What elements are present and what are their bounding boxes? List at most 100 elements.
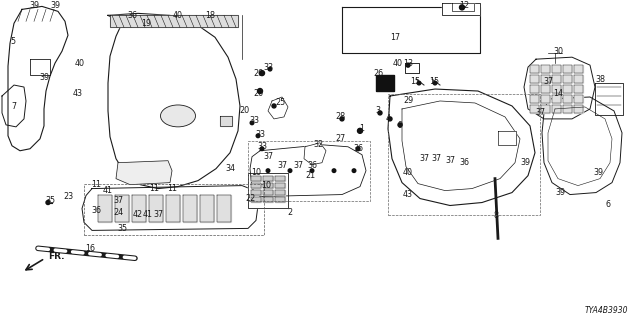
Polygon shape — [498, 131, 516, 145]
Polygon shape — [541, 85, 550, 93]
Polygon shape — [552, 65, 561, 73]
Text: 12: 12 — [459, 1, 469, 10]
Text: 35: 35 — [45, 196, 55, 205]
Text: 37: 37 — [445, 156, 455, 165]
Circle shape — [250, 121, 254, 125]
Text: 16: 16 — [85, 244, 95, 253]
Polygon shape — [116, 161, 172, 185]
Polygon shape — [263, 183, 273, 188]
Text: 4: 4 — [385, 114, 390, 124]
Bar — [388, 94, 540, 215]
Polygon shape — [217, 195, 231, 222]
Circle shape — [288, 169, 292, 172]
Polygon shape — [82, 186, 258, 230]
Polygon shape — [376, 75, 394, 91]
Text: 20: 20 — [253, 89, 263, 98]
Text: 39: 39 — [593, 168, 603, 177]
Polygon shape — [166, 195, 180, 222]
Text: 15: 15 — [410, 76, 420, 85]
Text: 5: 5 — [10, 37, 15, 46]
Text: 39: 39 — [555, 188, 565, 197]
Text: 37: 37 — [535, 108, 545, 117]
Circle shape — [460, 5, 465, 10]
Text: 40: 40 — [173, 11, 183, 20]
Text: 19: 19 — [141, 19, 151, 28]
Polygon shape — [530, 65, 539, 73]
Circle shape — [398, 123, 402, 127]
Polygon shape — [574, 75, 583, 83]
Polygon shape — [275, 176, 285, 180]
Polygon shape — [263, 189, 273, 195]
Text: 18: 18 — [205, 11, 215, 20]
Text: 36: 36 — [127, 11, 137, 20]
Text: 38: 38 — [595, 75, 605, 84]
Polygon shape — [115, 195, 129, 222]
Polygon shape — [541, 105, 550, 113]
Polygon shape — [563, 95, 572, 103]
Text: 41: 41 — [103, 186, 113, 195]
Circle shape — [256, 134, 260, 138]
Circle shape — [388, 117, 392, 121]
Polygon shape — [8, 6, 68, 151]
Text: 17: 17 — [390, 33, 400, 42]
Text: 42: 42 — [133, 210, 143, 219]
Polygon shape — [304, 143, 326, 165]
Text: 40: 40 — [75, 59, 85, 68]
Polygon shape — [132, 195, 146, 222]
Polygon shape — [98, 195, 112, 222]
Polygon shape — [530, 75, 539, 83]
Polygon shape — [530, 95, 539, 103]
Text: 13: 13 — [403, 59, 413, 68]
Text: 37: 37 — [293, 161, 303, 170]
Polygon shape — [108, 13, 240, 188]
Circle shape — [417, 81, 421, 85]
Circle shape — [356, 147, 360, 151]
Text: 8: 8 — [493, 211, 499, 220]
Text: 3: 3 — [376, 107, 381, 116]
Circle shape — [433, 81, 437, 85]
Text: 37: 37 — [153, 210, 163, 219]
Polygon shape — [275, 183, 285, 188]
Polygon shape — [263, 176, 273, 180]
Text: 21: 21 — [305, 171, 315, 180]
Polygon shape — [541, 95, 550, 103]
Text: 25: 25 — [275, 99, 285, 108]
Polygon shape — [595, 83, 623, 115]
Text: 33: 33 — [263, 63, 273, 72]
Polygon shape — [251, 183, 261, 188]
Polygon shape — [552, 75, 561, 83]
Circle shape — [378, 111, 382, 115]
Text: 36: 36 — [353, 144, 363, 153]
Text: 37: 37 — [277, 161, 287, 170]
Polygon shape — [574, 105, 583, 113]
Polygon shape — [574, 65, 583, 73]
Polygon shape — [251, 176, 261, 180]
Polygon shape — [200, 195, 214, 222]
Circle shape — [352, 169, 356, 172]
Circle shape — [310, 169, 314, 172]
Text: 28: 28 — [335, 112, 345, 121]
Text: 34: 34 — [225, 164, 235, 173]
Text: 39: 39 — [29, 1, 39, 10]
Text: 10: 10 — [261, 181, 271, 190]
Polygon shape — [552, 105, 561, 113]
Text: 35: 35 — [117, 224, 127, 233]
Text: 39: 39 — [39, 73, 49, 82]
Polygon shape — [268, 97, 288, 119]
Polygon shape — [530, 105, 539, 113]
Text: 1: 1 — [360, 124, 365, 133]
Text: 37: 37 — [431, 154, 441, 163]
Polygon shape — [563, 75, 572, 83]
Text: 26: 26 — [373, 68, 383, 78]
Polygon shape — [563, 105, 572, 113]
Text: 2: 2 — [287, 208, 292, 217]
Text: 36: 36 — [307, 161, 317, 170]
Polygon shape — [251, 189, 261, 195]
Polygon shape — [541, 75, 550, 83]
Polygon shape — [552, 95, 561, 103]
Text: 22: 22 — [245, 194, 255, 203]
Text: 40: 40 — [393, 59, 403, 68]
Polygon shape — [251, 196, 261, 202]
Polygon shape — [250, 145, 366, 196]
Text: 20: 20 — [253, 68, 263, 78]
